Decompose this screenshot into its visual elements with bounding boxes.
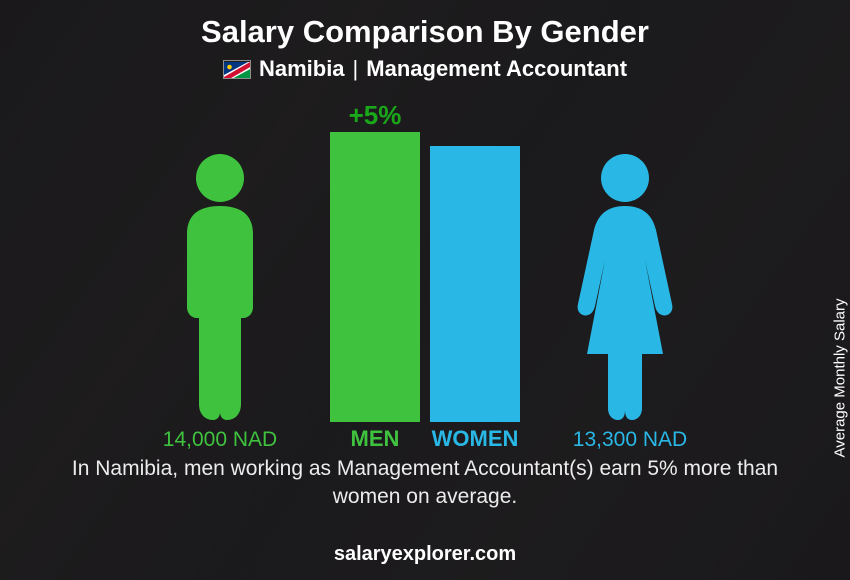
difference-label: +5% [330, 100, 420, 131]
bar-men [330, 132, 420, 422]
footer-source: salaryexplorer.com [0, 543, 850, 566]
caption-text: In Namibia, men working as Management Ac… [60, 455, 790, 512]
side-axis-label: Average Monthly Salary [832, 299, 849, 458]
salary-men: 14,000 NAD [140, 428, 300, 452]
salary-women: 13,300 NAD [550, 428, 710, 452]
page-title: Salary Comparison By Gender [0, 0, 850, 50]
subtitle-country: Namibia [259, 56, 345, 82]
female-person-icon [570, 152, 680, 422]
male-person-icon [165, 152, 275, 422]
subtitle-job: Management Accountant [366, 56, 627, 82]
bar-women [430, 146, 520, 422]
chart-area: +5% MEN WOMEN 14,000 NAD 13,300 NAD [0, 92, 850, 452]
bar-label-men: MEN [325, 426, 425, 452]
subtitle-separator: | [353, 56, 359, 82]
bar-label-women: WOMEN [425, 426, 525, 452]
subtitle: Namibia | Management Accountant [0, 56, 850, 82]
flag-icon [223, 60, 251, 79]
